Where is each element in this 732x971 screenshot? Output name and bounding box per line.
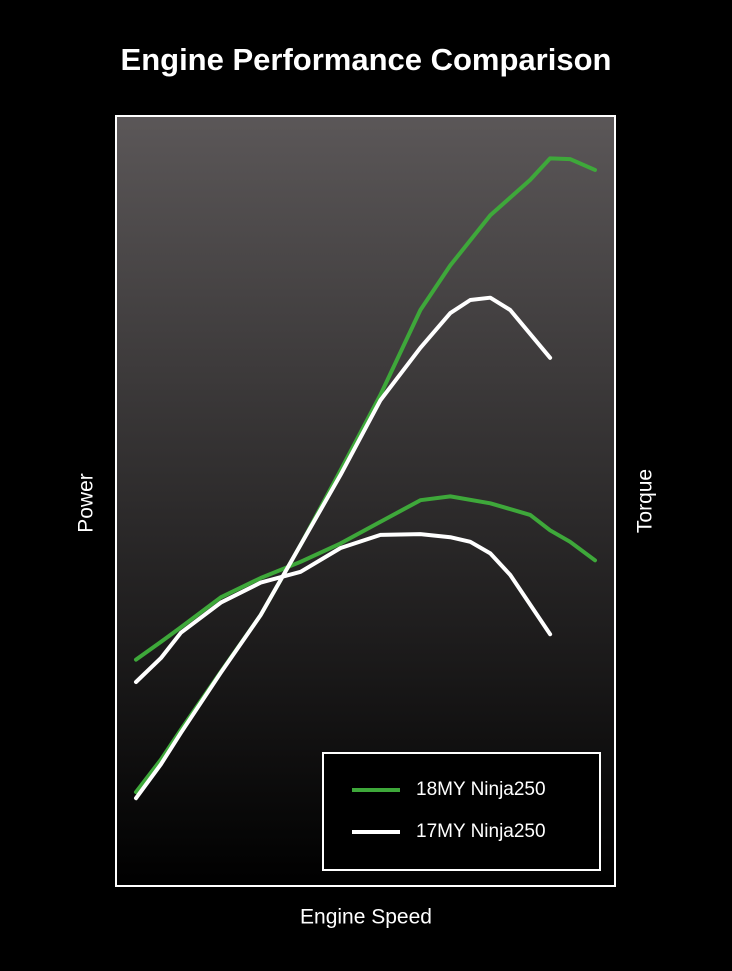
- torque-line: [134, 494, 597, 662]
- legend-label: 18MY Ninja250: [416, 779, 546, 800]
- power-line: [134, 295, 553, 801]
- chart-title: Engine Performance Comparison: [121, 42, 612, 77]
- x-axis-label: Engine Speed: [300, 906, 432, 929]
- legend-box: [322, 752, 601, 871]
- y-axis-label: Power: [75, 473, 98, 533]
- legend: 18MY Ninja250 17MY Ninja250: [322, 752, 601, 871]
- lines: [134, 156, 597, 801]
- y2-axis-label: Torque: [634, 469, 657, 533]
- legend-label: 17MY Ninja250: [416, 821, 546, 842]
- torque-line: [134, 532, 553, 684]
